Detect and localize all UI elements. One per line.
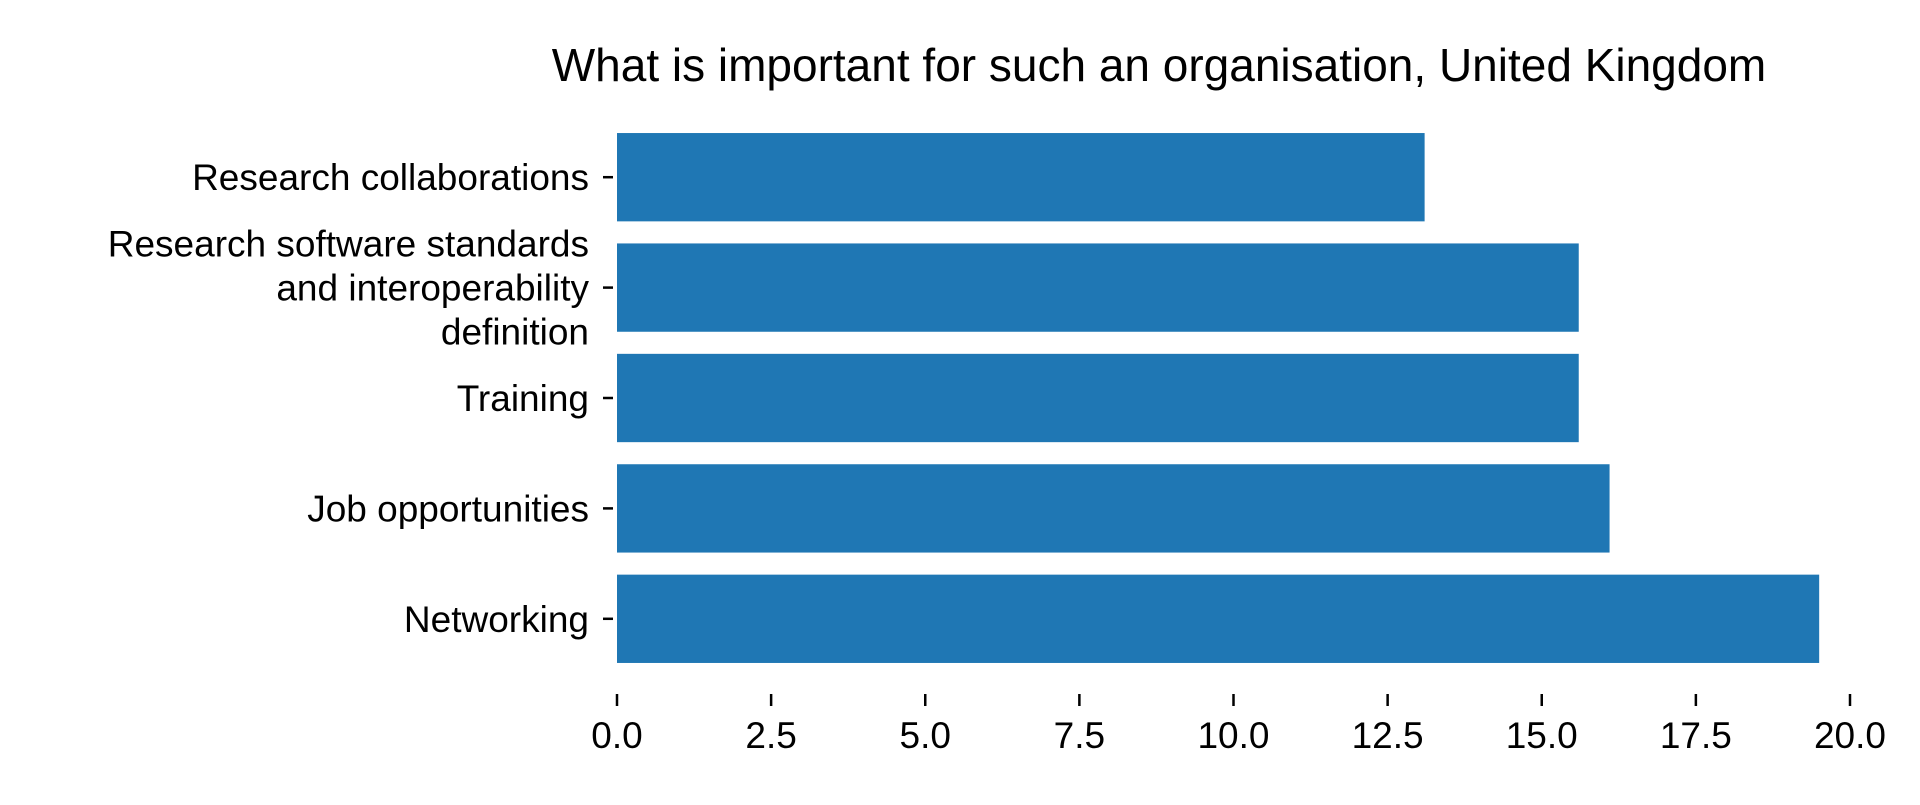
bar: [617, 574, 1820, 663]
y-tick-label: Research collaborations: [192, 157, 589, 198]
x-tick-label: 0.0: [591, 715, 642, 756]
x-tick-label: 5.0: [900, 715, 951, 756]
x-tick-label: 15.0: [1506, 715, 1578, 756]
y-tick-label: Research software standards and interoper…: [108, 223, 590, 352]
x-tick-label: 17.5: [1660, 715, 1732, 756]
x-tick-label: 12.5: [1352, 715, 1424, 756]
bar: [617, 464, 1610, 553]
x-tick-label: 10.0: [1197, 715, 1269, 756]
x-tick-label: 7.5: [1054, 715, 1105, 756]
x-tick-label: 20.0: [1814, 715, 1886, 756]
y-tick-label: Training: [457, 378, 589, 419]
bar: [617, 133, 1425, 222]
chart-title: What is important for such an organisati…: [551, 39, 1767, 91]
y-tick-label: Networking: [404, 598, 589, 639]
bar: [617, 353, 1579, 443]
x-tick-label: 2.5: [745, 715, 796, 756]
y-tick-label: Job opportunities: [307, 488, 589, 529]
bar: [617, 243, 1579, 332]
